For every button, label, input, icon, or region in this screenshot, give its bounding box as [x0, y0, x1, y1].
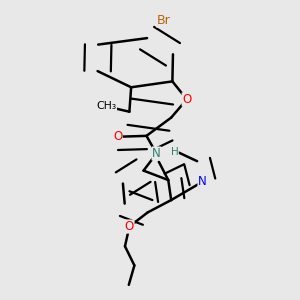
- Text: N: N: [152, 147, 161, 160]
- Text: O: O: [113, 130, 122, 143]
- Text: N: N: [198, 175, 207, 188]
- Text: Br: Br: [156, 14, 170, 27]
- Text: H: H: [171, 147, 178, 157]
- Text: CH₃: CH₃: [96, 101, 116, 111]
- Text: O: O: [182, 93, 191, 106]
- Text: O: O: [125, 220, 134, 233]
